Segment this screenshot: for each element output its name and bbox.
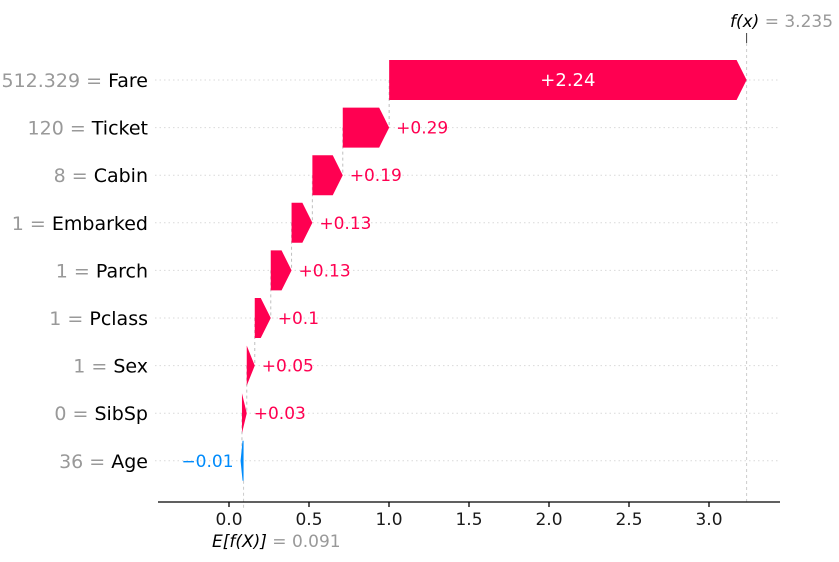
x-axis-tick-label: 2.5 <box>615 510 642 530</box>
feature-row-label-embarked: 1 = Embarked <box>12 213 148 235</box>
shap-bar-sibsp <box>241 393 247 434</box>
shap-value-label-parch: +0.13 <box>299 261 351 281</box>
shap-bar-cabin <box>312 155 343 196</box>
feature-row-label-sex: 1 = Sex <box>73 356 148 378</box>
feature-row-label-fare: 512.329 = Fare <box>2 70 149 92</box>
x-axis-tick-label: 1.5 <box>455 510 482 530</box>
shap-bar-parch <box>270 250 292 291</box>
shap-bar-sex <box>246 345 255 386</box>
feature-row-label-sibsp: 0 = SibSp <box>54 403 148 425</box>
x-axis-tick-label: 0.5 <box>295 510 322 530</box>
feature-row-label-pclass: 1 = Pclass <box>49 308 148 330</box>
shap-bar-fare <box>389 60 747 100</box>
fx-annotation: f(x) = 3.235 <box>730 12 833 32</box>
shap-value-label-sex: +0.05 <box>262 357 314 377</box>
feature-row-label-parch: 1 = Parch <box>56 260 148 282</box>
shap-value-label-sibsp: +0.03 <box>254 404 306 424</box>
shap-value-label-age: −0.01 <box>181 452 233 472</box>
shap-bar-ticket <box>342 107 390 148</box>
x-axis-tick-label: 1.0 <box>375 510 402 530</box>
feature-row-label-age: 36 = Age <box>59 451 148 473</box>
shap-bar-embarked <box>291 202 313 243</box>
shap-value-label-pclass: +0.1 <box>278 309 319 329</box>
efx-annotation: E[f(X)] = 0.091 <box>212 532 341 552</box>
shap-value-label-cabin: +0.19 <box>350 166 402 186</box>
shap-bar-pclass <box>254 298 271 338</box>
x-axis-tick-label: 0.0 <box>215 510 242 530</box>
feature-row-label-cabin: 8 = Cabin <box>54 165 148 187</box>
shap-value-label-fare: +2.24 <box>540 70 595 91</box>
x-axis-tick-label: 3.0 <box>695 510 722 530</box>
shap-bar-age <box>240 440 244 481</box>
shap-value-label-embarked: +0.13 <box>319 214 371 234</box>
feature-row-label-ticket: 120 = Ticket <box>28 118 148 140</box>
x-axis-tick-label: 2.0 <box>535 510 562 530</box>
shap-value-label-ticket: +0.29 <box>396 119 448 139</box>
